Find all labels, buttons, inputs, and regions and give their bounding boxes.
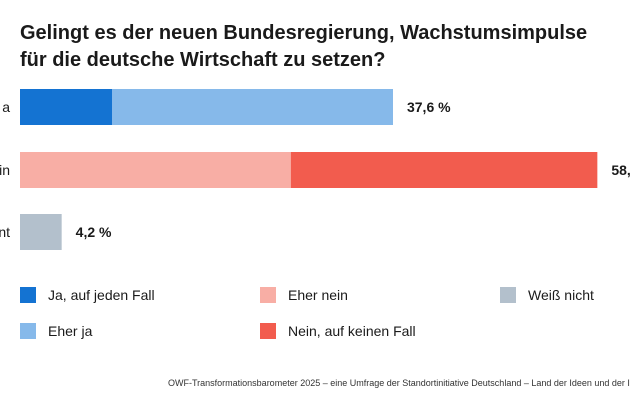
- value-label-nein: 58,2: [611, 162, 630, 178]
- legend-label-ja-auf-jeden-fall: Ja, auf jeden Fall: [48, 287, 155, 303]
- legend-label-weiss-nicht: Weiß nicht: [528, 287, 594, 303]
- legend-swatch-ja-auf-jeden-fall: [20, 287, 36, 303]
- category-label-ja: a: [2, 99, 10, 115]
- legend-swatch-weiss-nicht: [500, 287, 516, 303]
- chart-title-line-1: Gelingt es der neuen Bundesregierung, Wa…: [20, 22, 588, 44]
- legend-swatch-eher-nein: [260, 287, 276, 303]
- legend-item-weiss-nicht: Weiß nicht: [500, 285, 594, 305]
- bar-weiss-nicht-weiss-nicht: [20, 214, 62, 250]
- legend-label-eher-ja: Eher ja: [48, 323, 93, 339]
- bar-ja-eher-ja: [112, 89, 393, 125]
- source-note: OWF-Transformationsbarometer 2025 – eine…: [168, 378, 630, 388]
- legend-item-eher-ja: Eher ja: [20, 321, 92, 341]
- value-label-weiss-nicht: 4,2 %: [76, 224, 112, 240]
- legend-item-nein-auf-keinen-fall: Nein, auf keinen Fall: [260, 321, 416, 341]
- legend-item-ja-auf-jeden-fall: Ja, auf jeden Fall: [20, 285, 155, 305]
- legend-swatch-nein-auf-keinen-fall: [260, 323, 276, 339]
- bar-nein-nein-auf-keinen-fall: [290, 152, 598, 188]
- bar-nein-eher-nein: [20, 152, 291, 188]
- bar-chart: a 37,6 % in 58,2 nt 4,2 %: [0, 89, 630, 250]
- chart-title: Gelingt es der neuen Bundesregierung, Wa…: [20, 20, 620, 74]
- category-label-nein: in: [0, 162, 10, 178]
- value-label-ja: 37,6 %: [407, 99, 451, 115]
- legend-swatch-eher-ja: [20, 323, 36, 339]
- legend-label-nein-auf-keinen-fall: Nein, auf keinen Fall: [288, 323, 416, 339]
- category-label-weiss-nicht: nt: [0, 224, 10, 240]
- bar-ja-ja-auf-jeden-fall: [20, 89, 113, 125]
- legend-label-eher-nein: Eher nein: [288, 287, 348, 303]
- chart-title-line-2: für die deutsche Wirtschaft zu setzen?: [20, 49, 386, 71]
- legend-item-eher-nein: Eher nein: [260, 285, 348, 305]
